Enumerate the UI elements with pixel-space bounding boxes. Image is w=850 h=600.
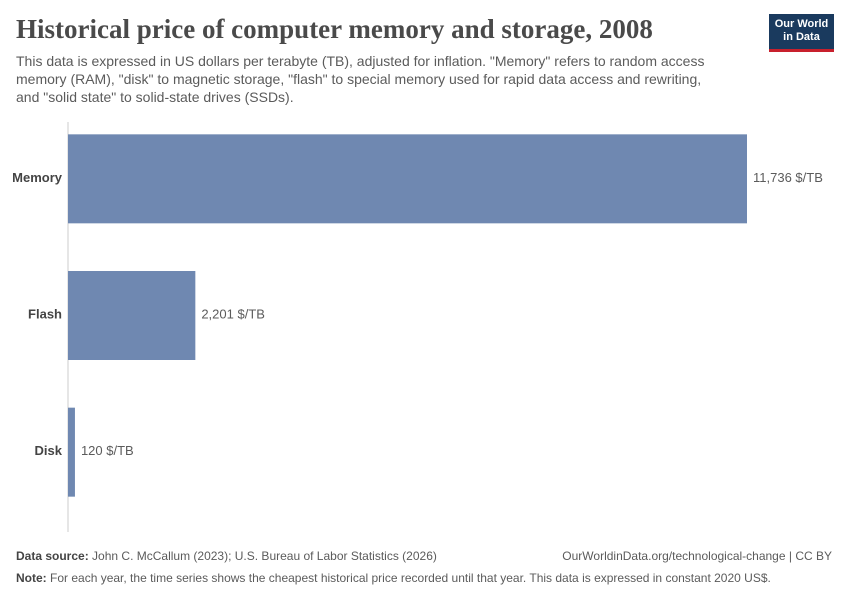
logo-line: Our World [774, 18, 829, 30]
category-label: Memory [12, 170, 63, 185]
source: Data source: John C. McCallum (2023); U.… [16, 549, 437, 563]
subtitle-line: and "solid state" to solid-state drives … [16, 89, 294, 105]
note-label: Note: [16, 571, 47, 585]
subtitle: This data is expressed in US dollars per… [16, 52, 704, 106]
logo[interactable]: Our World in Data [769, 14, 834, 52]
chart-title: Historical price of computer memory and … [16, 14, 653, 44]
subtitle-line: memory (RAM), "disk" to magnetic storage… [16, 71, 702, 87]
bar [68, 134, 747, 224]
url[interactable]: OurWorldinData.org/technological-change … [562, 549, 832, 563]
value-label: 120 $/TB [81, 443, 134, 458]
chart: Memory 11,736 $/TB Flash 2,201 $/TB Disk 120 … [12, 122, 823, 532]
logo-line: in Data [783, 31, 820, 43]
value-label: 2,201 $/TB [201, 306, 265, 321]
note: Note: For each year, the time series sho… [16, 571, 771, 585]
note-text: For each year, the time series shows the… [50, 571, 771, 585]
source-text: John C. McCallum (2023); U.S. Bureau of … [92, 549, 437, 563]
source-label: Data source: [16, 549, 89, 563]
bar [68, 271, 196, 360]
value-label: 11,736 $/TB [753, 170, 823, 185]
bar [68, 407, 75, 497]
category-label: Flash [28, 306, 62, 321]
category-label: Disk [35, 443, 63, 458]
subtitle-line: This data is expressed in US dollars per… [16, 53, 705, 69]
